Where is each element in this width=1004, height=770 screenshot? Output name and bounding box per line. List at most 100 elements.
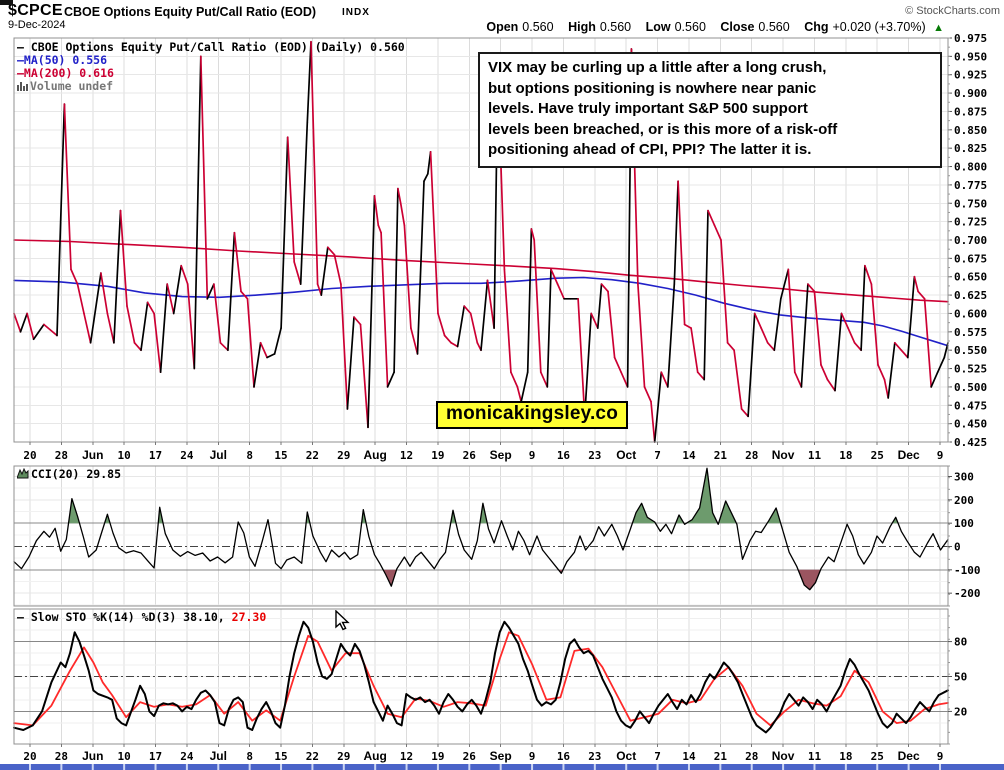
x-tick-label: 22 xyxy=(306,449,319,462)
x-tick-label: 19 xyxy=(431,750,444,763)
annotation-line: levels. Have truly important S&P 500 sup… xyxy=(488,100,808,117)
y-tick-label: 50 xyxy=(954,671,967,684)
bottom-band xyxy=(0,764,1004,770)
cci-y-axis: 300 200 100 0 -100 -200 xyxy=(948,465,981,607)
x-tick-label: 12 xyxy=(400,449,413,462)
sto-legend-text: — Slow STO %K(14) %D(3) 38.10, xyxy=(17,610,225,624)
mouse-cursor xyxy=(335,610,350,631)
low-value: 0.560 xyxy=(674,20,706,34)
copyright-label: © StockCharts.com xyxy=(905,5,1000,17)
annotation-line: levels been breached, or is this more of… xyxy=(488,120,838,138)
x-tick-label: 25 xyxy=(871,750,884,763)
x-tick-label: 26 xyxy=(463,750,477,763)
y-tick-label: 0.975 xyxy=(954,32,987,45)
sto-panel-legend: — Slow STO %K(14) %D(3) 38.10, 27.30 xyxy=(17,611,266,624)
y-tick-label: 0.550 xyxy=(954,344,987,357)
cci-panel-series xyxy=(13,467,949,591)
x-tick-label: 20 xyxy=(23,750,36,763)
legend-volume-text: Volume undef xyxy=(30,79,114,93)
x-tick-label: Aug xyxy=(364,749,387,763)
x-tick-label: 7 xyxy=(654,750,661,763)
y-tick-label: 0.900 xyxy=(954,87,987,100)
x-tick-label: Sep xyxy=(490,448,512,462)
exchange-label: INDX xyxy=(342,7,370,18)
ohlc-quote-row: Open 0.560 High 0.560 Low 0.560 Close 0.560 … xyxy=(486,20,944,34)
x-tick-label: 10 xyxy=(118,750,131,763)
x-tick-label: Jun xyxy=(82,749,103,763)
legend-ma50: —MA(50) 0.556 xyxy=(17,53,108,67)
x-tick-label: 23 xyxy=(588,449,601,462)
close-value: 0.560 xyxy=(758,20,790,34)
ticker-symbol: $CPCE xyxy=(8,2,63,19)
x-tick-label: 19 xyxy=(431,449,444,462)
y-tick-label: 0.875 xyxy=(954,105,987,118)
x-tick-label: Oct xyxy=(616,749,636,763)
mid-x-axis: 20 28 Jun 10 17 24 Jul 8 15 22 29 Aug 12 19 26 Sep 9 16 23… xyxy=(23,448,943,462)
x-tick-label: 16 xyxy=(557,449,571,462)
y-tick-label: 0.725 xyxy=(954,216,987,229)
main-panel-series xyxy=(13,40,949,443)
open-label: Open xyxy=(486,20,519,34)
x-tick-label: 28 xyxy=(745,449,758,462)
x-tick-label: 11 xyxy=(808,449,822,462)
x-tick-label: 28 xyxy=(745,750,758,763)
sto-legend-d-value: 27.30 xyxy=(231,610,267,624)
x-tick-label: 8 xyxy=(246,750,253,763)
chg-value: +0.020 (+3.70%) xyxy=(832,20,926,34)
x-tick-label: Jul xyxy=(210,749,227,763)
legend-ma200: —MA(200) 0.616 xyxy=(17,66,114,80)
low-label: Low xyxy=(645,20,671,34)
y-tick-label: 0.700 xyxy=(954,234,987,247)
y-tick-label: 0.500 xyxy=(954,381,987,394)
y-tick-label: 0.575 xyxy=(954,326,987,339)
y-tick-label: 0.850 xyxy=(954,124,987,137)
x-tick-label: Aug xyxy=(364,448,387,462)
y-tick-label: 0.650 xyxy=(954,271,987,284)
x-tick-label: Dec xyxy=(898,749,920,763)
cci-legend-text: CCI(20) 29.85 xyxy=(31,467,122,481)
screen-corner-artifact xyxy=(0,0,13,5)
x-tick-label: 17 xyxy=(149,750,162,763)
annotation-line: but options positioning is nowhere near … xyxy=(488,79,817,97)
x-tick-label: 22 xyxy=(306,750,319,763)
close-label: Close xyxy=(720,20,755,34)
x-tick-label: 14 xyxy=(682,449,696,462)
sto-y-axis: 80 50 20 xyxy=(948,615,967,745)
y-tick-label: 100 xyxy=(954,517,974,530)
x-tick-label: 12 xyxy=(400,750,413,763)
y-tick-label: 0.775 xyxy=(954,179,987,192)
main-panel-legend: — CBOE Options Equity Put/Call Ratio (EO… xyxy=(17,41,405,93)
y-tick-label: 0.800 xyxy=(954,161,987,174)
x-tick-label: 28 xyxy=(55,449,68,462)
chart-date: 9-Dec-2024 xyxy=(8,19,66,31)
open-value: 0.560 xyxy=(522,20,554,34)
x-tick-label: 24 xyxy=(180,449,194,462)
x-tick-label: 21 xyxy=(714,750,728,763)
x-tick-label: Sep xyxy=(490,749,512,763)
chart-title: CBOE Options Equity Put/Call Ratio (EOD) xyxy=(64,5,317,19)
y-tick-label: 0.475 xyxy=(954,399,987,412)
main-y-axis: 0.975 0.950 0.925 0.900 0.875 0.850 0.825 0.800… xyxy=(948,32,987,449)
bar-chart-icon xyxy=(17,82,28,91)
watermark-label: monicakingsley.co xyxy=(436,401,628,429)
x-tick-label: 9 xyxy=(937,750,944,763)
annotation-line: positioning ahead of CPI, PPI? The latte… xyxy=(488,141,812,158)
y-tick-label: -200 xyxy=(954,587,981,600)
annotation-box: VIX may be curling up a little after a l… xyxy=(478,52,942,168)
x-tick-label: Oct xyxy=(616,448,636,462)
x-tick-label: Jun xyxy=(82,448,103,462)
y-tick-label: 0.925 xyxy=(954,69,987,82)
x-tick-label: 8 xyxy=(246,449,253,462)
sto-panel-grid xyxy=(14,609,948,744)
y-tick-label: 0.525 xyxy=(954,363,987,376)
x-tick-label: 14 xyxy=(682,750,696,763)
x-tick-label: 20 xyxy=(23,449,36,462)
x-tick-label: Dec xyxy=(898,448,920,462)
x-tick-label: 10 xyxy=(118,449,131,462)
x-tick-label: 29 xyxy=(337,449,350,462)
x-tick-label: 11 xyxy=(808,750,822,763)
up-triangle-icon: ▲ xyxy=(933,22,944,34)
x-tick-label: Nov xyxy=(772,448,795,462)
